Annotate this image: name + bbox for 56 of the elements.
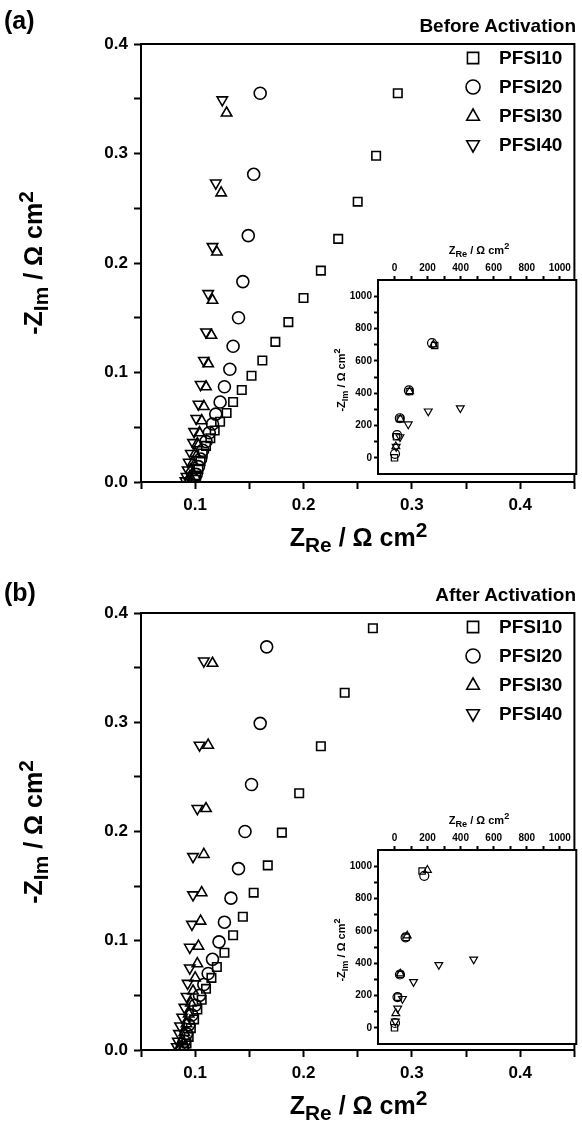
y-tick-label: 0 (366, 1021, 373, 1033)
x-tick-label: 0.2 (291, 1062, 316, 1082)
y-tick-label: 200 (355, 419, 373, 431)
chart-title: Before Activation (419, 15, 576, 36)
y-tick-label: 0.3 (104, 711, 128, 731)
x-tick-label: 1000 (548, 261, 572, 273)
y-tick-label: 1000 (349, 859, 373, 871)
legend-label: PFSI40 (499, 134, 563, 156)
legend-label: PFSI30 (499, 674, 563, 696)
x-tick-label: 0.1 (183, 494, 207, 514)
x-tick-label: 0.2 (291, 494, 316, 514)
y-tick-label: 1000 (349, 289, 373, 301)
x-axis-title: Z$_{Re}$ / Ω cm$^{2}$ (448, 241, 510, 260)
legend-label: PFSI10 (499, 616, 563, 638)
y-tick-label: 0 (366, 451, 373, 463)
x-tick-label: 0.4 (508, 494, 533, 514)
y-tick-label: 0.4 (104, 602, 129, 622)
x-tick-label: 0.3 (400, 494, 424, 514)
x-tick-label: 200 (419, 261, 437, 273)
x-tick-label: 400 (452, 261, 470, 273)
legend-label: PFSI20 (499, 76, 563, 98)
y-tick-label: 800 (355, 892, 373, 904)
x-tick-label: 0 (391, 261, 398, 273)
y-tick-label: 0.1 (104, 930, 128, 950)
x-axis-title: Z$_{Re}$ / Ω cm$^{2}$ (448, 811, 510, 830)
x-axis-title: Z$_{Re}$ / Ω cm$^{2}$ (289, 1086, 428, 1125)
x-tick-label: 200 (419, 831, 437, 843)
x-tick-label: 800 (518, 831, 536, 843)
y-tick-label: 0.4 (104, 33, 129, 53)
legend-label: PFSI40 (499, 703, 563, 725)
y-tick-label: 600 (355, 354, 373, 366)
x-tick-label: 0.1 (183, 1062, 207, 1082)
y-tick-label: 600 (355, 924, 373, 936)
x-axis-title: Z$_{Re}$ / Ω cm$^{2}$ (289, 518, 428, 557)
y-tick-label: 0.1 (104, 362, 128, 382)
x-tick-label: 800 (518, 261, 536, 273)
y-tick-label: 200 (355, 989, 373, 1001)
y-tick-label: 400 (355, 956, 373, 968)
x-tick-label: 0 (391, 831, 398, 843)
y-tick-label: 0.0 (104, 471, 128, 491)
x-tick-label: 0.4 (508, 1062, 533, 1082)
legend-label: PFSI30 (499, 105, 563, 127)
legend-label: PFSI10 (499, 47, 563, 69)
text: (b) (4, 578, 36, 606)
x-tick-label: 600 (485, 831, 503, 843)
x-tick-label: 400 (452, 831, 470, 843)
text: (a) (4, 6, 35, 34)
y-tick-label: 0.0 (104, 1039, 128, 1059)
x-tick-label: 1000 (548, 831, 572, 843)
chart-title: After Activation (435, 584, 576, 605)
legend-label: PFSI20 (499, 645, 563, 667)
y-tick-label: 0.3 (104, 143, 128, 163)
x-tick-label: 0.3 (400, 1062, 424, 1082)
x-tick-label: 600 (485, 261, 503, 273)
y-tick-label: 400 (355, 386, 373, 398)
y-tick-label: 800 (355, 322, 373, 334)
